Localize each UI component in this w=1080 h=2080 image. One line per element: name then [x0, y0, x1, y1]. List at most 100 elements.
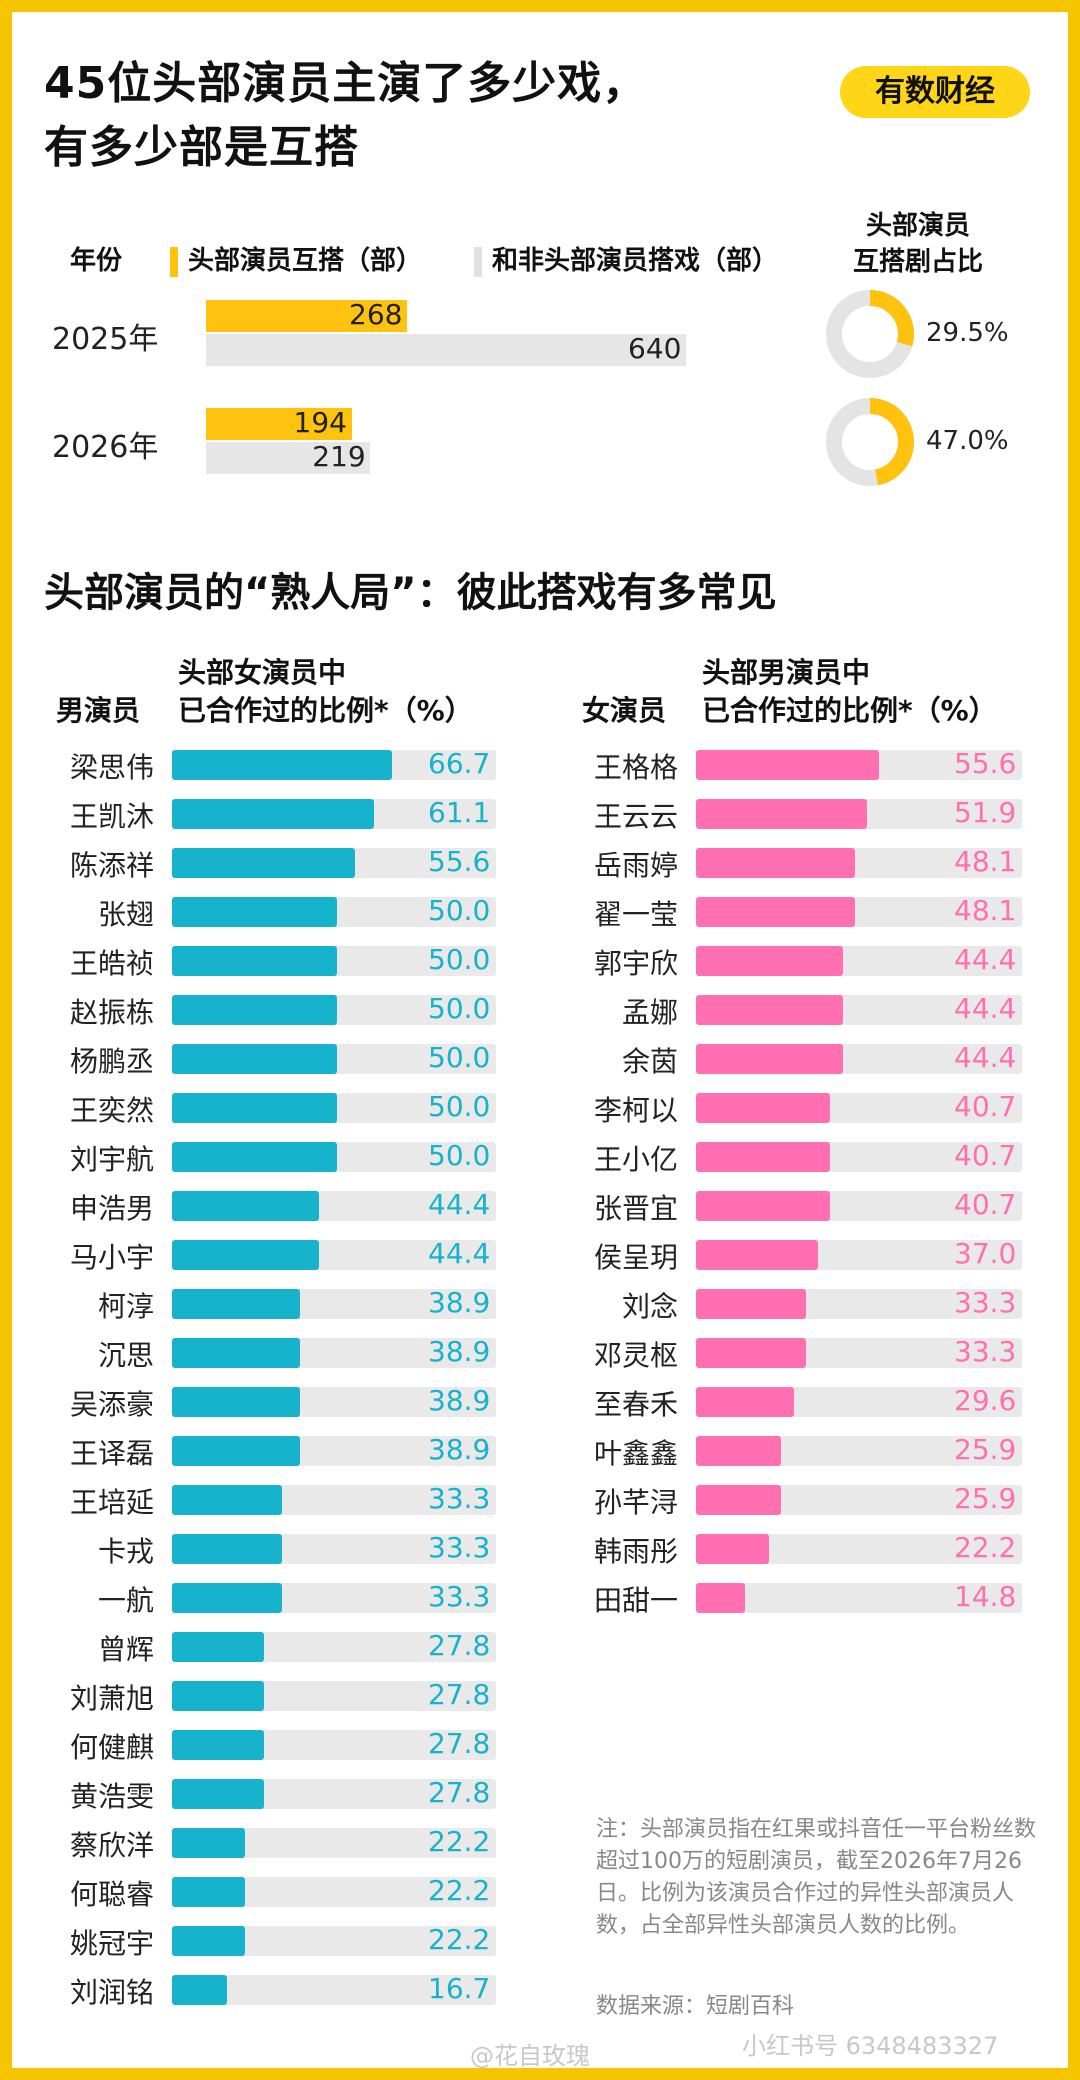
row-name: 王奕然	[69, 1094, 154, 1127]
bar-fill	[696, 1093, 831, 1123]
bar-fill	[172, 995, 337, 1025]
bar-value: 40.7	[954, 1139, 1017, 1172]
ratio-value: 29.5%	[926, 318, 1009, 348]
bar-track	[172, 1779, 496, 1809]
row-name: 张翅	[97, 898, 154, 931]
bar-fill	[172, 1338, 301, 1368]
bar-track	[696, 1044, 1022, 1074]
bar-fill	[172, 946, 337, 976]
row-name: 韩雨彤	[593, 1535, 678, 1568]
bar-track	[172, 1975, 496, 2005]
bar-track	[696, 897, 1022, 927]
row-name: 马小宇	[69, 1241, 154, 1274]
bar-fill	[172, 1730, 264, 1760]
row-name: 黄浩雯	[69, 1780, 154, 1813]
bar-track	[696, 1387, 1022, 1417]
bar-value: 27.8	[428, 1776, 491, 1809]
row-name: 邓灵枢	[593, 1339, 678, 1372]
row-name: 刘宇航	[69, 1143, 154, 1176]
bar-track	[696, 1191, 1022, 1221]
bar-other	[206, 334, 686, 366]
bar-fill	[172, 1240, 319, 1270]
donut-arc	[826, 398, 914, 486]
bar-fill	[172, 1289, 301, 1319]
bar-track	[172, 1583, 496, 1613]
bar-value: 38.9	[428, 1384, 491, 1417]
row-name: 刘念	[621, 1290, 678, 1323]
row-name: 赵振栋	[69, 996, 154, 1029]
bar-value: 33.3	[428, 1531, 491, 1564]
ratio-label-line-2: 互搭剧占比	[852, 247, 983, 277]
bar-fill	[172, 1926, 246, 1956]
bar-fill	[172, 1828, 246, 1858]
bar-fill	[172, 1681, 264, 1711]
bar-track	[172, 1044, 496, 1074]
legend-other: 和非头部演员搭戏（部）	[474, 240, 778, 277]
bar-value: 16.7	[428, 1972, 491, 2005]
row-name: 王译磊	[69, 1437, 154, 1470]
bar-track	[172, 1436, 496, 1466]
bar-value: 22.2	[428, 1923, 491, 1956]
ratio-column-label: 头部演员 互搭剧占比	[838, 208, 998, 280]
bar-value: 48.1	[954, 894, 1017, 927]
row-name: 岳雨婷	[593, 849, 678, 882]
row-name: 曾辉	[97, 1633, 154, 1666]
main-title: 45位头部演员主演了多少戏， 有多少部是互搭	[44, 52, 647, 180]
bar-fill	[172, 750, 393, 780]
bar-track	[172, 1485, 496, 1515]
bar-value: 50.0	[428, 1041, 491, 1074]
bar-fill	[172, 1534, 282, 1564]
legend-mutual-swatch	[170, 246, 178, 277]
row-name: 何聪睿	[69, 1878, 154, 1911]
bar-value: 51.9	[954, 796, 1017, 829]
bar-track	[172, 1093, 496, 1123]
row-name: 刘萧旭	[69, 1682, 154, 1715]
xhs-watermark: 小红书号 6348483327	[742, 2032, 999, 2060]
bar-track	[172, 1681, 496, 1711]
bar-fill	[696, 1583, 745, 1613]
row-name: 王培延	[69, 1486, 154, 1519]
legend-mutual-label: 头部演员互搭（部）	[188, 246, 423, 276]
bar-track	[696, 1436, 1022, 1466]
bar-mutual-value: 194	[293, 406, 347, 439]
row-name: 姚冠宇	[69, 1927, 154, 1960]
legend-other-swatch	[474, 246, 482, 277]
bar-value: 44.4	[428, 1237, 491, 1270]
bar-value: 22.2	[428, 1825, 491, 1858]
bar-track	[172, 1240, 496, 1270]
bar-fill	[696, 1338, 806, 1368]
bar-track	[696, 799, 1022, 829]
row-name: 梁思伟	[69, 751, 154, 784]
bar-value: 38.9	[428, 1335, 491, 1368]
row-name: 陈添祥	[69, 849, 154, 882]
female-value-header-line-1: 头部男演员中	[702, 656, 871, 689]
bar-fill	[172, 1632, 264, 1662]
bar-value: 33.3	[428, 1482, 491, 1515]
bar-track	[696, 1534, 1022, 1564]
bar-fill	[696, 848, 855, 878]
title-line-1: 45位头部演员主演了多少戏，	[44, 58, 648, 109]
row-name: 申浩男	[69, 1192, 154, 1225]
bar-track	[172, 1289, 496, 1319]
bar-fill	[172, 1779, 264, 1809]
row-name: 王皓祯	[69, 947, 154, 980]
bar-value: 61.1	[428, 796, 491, 829]
row-name: 刘润铭	[69, 1976, 154, 2009]
bar-fill	[696, 897, 855, 927]
bar-value: 33.3	[428, 1580, 491, 1613]
bar-fill	[696, 995, 843, 1025]
male-name-header: 男演员	[56, 694, 141, 727]
bar-fill	[696, 799, 868, 829]
bar-value: 27.8	[428, 1678, 491, 1711]
bar-fill	[172, 799, 374, 829]
bar-value: 40.7	[954, 1188, 1017, 1221]
bar-value: 27.8	[428, 1629, 491, 1662]
section-title: 头部演员的“熟人局”：彼此搭戏有多常见	[44, 570, 777, 616]
bar-track	[172, 1926, 496, 1956]
bar-other	[206, 442, 371, 474]
bar-fill	[172, 897, 337, 927]
bar-value: 55.6	[428, 845, 491, 878]
row-name: 吴添豪	[69, 1388, 154, 1421]
bar-track	[172, 848, 496, 878]
bar-track	[172, 1632, 496, 1662]
